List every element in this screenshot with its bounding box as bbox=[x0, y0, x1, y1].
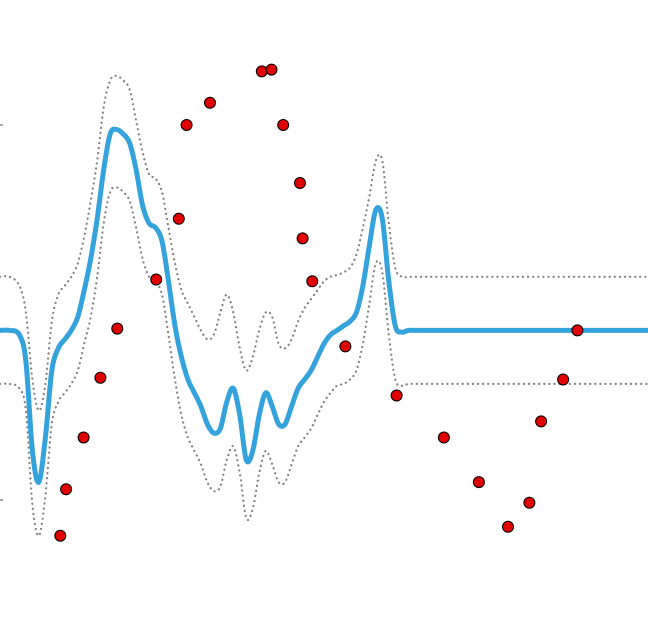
observation-point bbox=[277, 119, 290, 131]
observation-point bbox=[150, 273, 163, 286]
observation-point bbox=[77, 431, 90, 444]
observation-point bbox=[255, 65, 268, 78]
upper-band-line bbox=[0, 74, 648, 412]
lower-band-line bbox=[0, 186, 648, 537]
observation-points bbox=[54, 63, 584, 542]
observation-point bbox=[172, 212, 185, 225]
observation-point bbox=[294, 177, 306, 189]
axis-ticks bbox=[0, 124, 3, 501]
observation-point bbox=[296, 232, 309, 245]
observation-point bbox=[523, 496, 536, 509]
observation-point bbox=[111, 322, 124, 335]
confidence-bands bbox=[0, 74, 648, 537]
observation-point bbox=[339, 340, 352, 353]
observation-point bbox=[557, 373, 570, 386]
observation-point bbox=[54, 529, 67, 542]
observation-point bbox=[571, 324, 584, 337]
observation-point bbox=[437, 431, 450, 444]
observation-point bbox=[502, 520, 514, 533]
observation-point bbox=[472, 476, 485, 489]
observation-point bbox=[265, 63, 278, 76]
observation-point bbox=[535, 415, 548, 428]
mean-line bbox=[0, 126, 648, 485]
mean-curve bbox=[0, 126, 648, 485]
observation-point bbox=[306, 275, 319, 288]
observation-point bbox=[60, 483, 73, 496]
observation-point bbox=[94, 371, 107, 384]
observation-point bbox=[180, 119, 193, 131]
observation-point bbox=[204, 96, 216, 109]
observation-point bbox=[390, 389, 403, 402]
